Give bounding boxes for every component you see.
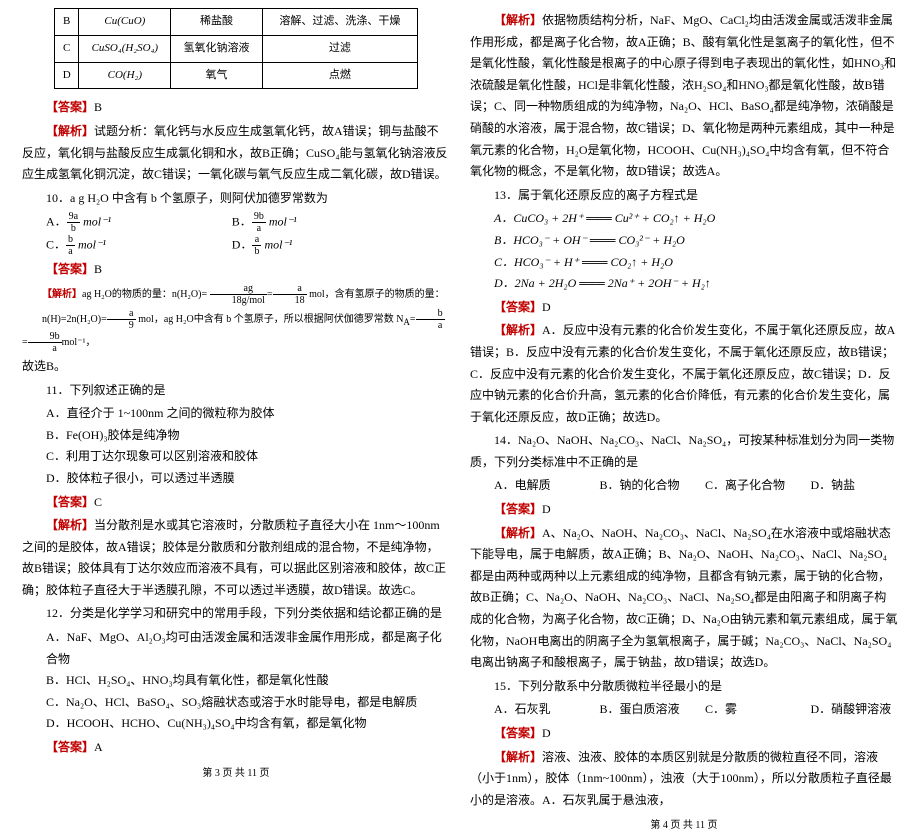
cell: 过滤 (262, 35, 417, 62)
opt-c: C．利用丁达尔现象可以区别溶液和胶体 (46, 446, 450, 468)
opt-c: C．ba mol⁻¹ (46, 234, 228, 257)
analysis-text: 【解析】A．反应中没有元素的化合价发生变化，不属于氧化还原反应，故A错误；B．反… (470, 320, 898, 428)
analysis-text: 【解析】试题分析：氧化钙与水反应生成氢氧化钙，故A错误；铜与盐酸不反应，氧化铜与… (22, 121, 450, 186)
opt-d: D．硝酸钾溶液 (811, 699, 899, 721)
opt-c: C．HCO₃⁻ + H⁺ ═══ CO₂↑ + H₂O (494, 252, 898, 274)
q13-options: A．CuCO₃ + 2H⁺ ═══ Cu²⁺ + CO₂↑ + H₂O B．HC… (470, 208, 898, 294)
opt-d: D．HCOOH、HCHO、Cu(NH₃)₄SO₄中均含有氧，都是氧化物 (46, 713, 450, 735)
opt-b: B．9ba mol⁻¹ (232, 211, 414, 234)
opt-c: C．雾 (705, 699, 793, 721)
opt-a: A．电解质 (494, 475, 582, 497)
cell: 点燃 (262, 62, 417, 89)
q15-stem: 15．下列分散系中分散质微粒半径最小的是 (470, 676, 898, 698)
cell: 氧气 (171, 62, 262, 89)
analysis-text: 【解析】A、Na₂O、NaOH、Na₂CO₃、NaCl、Na₂SO₄在水溶液中或… (470, 523, 898, 674)
opt-d: D．胶体粒子很小，可以透过半透膜 (46, 468, 450, 490)
answer-line: 【答案】B (22, 259, 450, 281)
analysis-text2: n(H)=2n(H₂O)=a9 mol，ag H₂O中含有 b 个氢原子，所以根… (22, 308, 450, 354)
analysis-text: 【解析】溶液、浊液、胶体的本质区别就是分散质的微粒直径不同，溶液（小于1nm），… (470, 747, 898, 812)
table-row: B Cu(CuO) 稀盐酸 溶解、过滤、洗涤、干燥 (55, 9, 418, 36)
page-number-right: 第 4 页 共 11 页 (470, 817, 898, 835)
reagent-table: B Cu(CuO) 稀盐酸 溶解、过滤、洗涤、干燥 C CuSO₄(H₂SO₄)… (54, 8, 418, 89)
q15-options: A．石灰乳 B．蛋白质溶液 C．雾 D．硝酸钾溶液 (494, 699, 898, 721)
q10-options: A．9ab mol⁻¹ B．9ba mol⁻¹ C．ba mol⁻¹ D．ab … (46, 211, 450, 257)
opt-b: B．蛋白质溶液 (600, 699, 688, 721)
opt-c: C．Na₂O、HCl、BaSO₄、SO₃熔融状态或溶于水时能导电，都是电解质 (46, 692, 450, 714)
cell: C (55, 35, 79, 62)
cell: 氢氧化钠溶液 (171, 35, 262, 62)
left-column: B Cu(CuO) 稀盐酸 溶解、过滤、洗涤、干燥 C CuSO₄(H₂SO₄)… (12, 8, 460, 643)
answer-line: 【答案】D (470, 723, 898, 745)
table-row: D CO(H₂) 氧气 点燃 (55, 62, 418, 89)
right-column: 【解析】依据物质结构分析，NaF、MgO、CaCl₂均由活泼金属或活泼非金属作用… (460, 8, 908, 643)
cell: D (55, 62, 79, 89)
q12-analysis: 【解析】依据物质结构分析，NaF、MgO、CaCl₂均由活泼金属或活泼非金属作用… (470, 10, 898, 183)
q11-stem: 11．下列叙述正确的是 (22, 380, 450, 402)
opt-c: C．离子化合物 (705, 475, 793, 497)
opt-a: A．直径介于 1~100nm 之间的微粒称为胶体 (46, 403, 450, 425)
answer-line: 【答案】A (22, 737, 450, 759)
opt-d: D．钠盐 (811, 475, 899, 497)
answer-line: 【答案】D (470, 499, 898, 521)
page-number-left: 第 3 页 共 11 页 (22, 765, 450, 783)
opt-a: A．石灰乳 (494, 699, 582, 721)
analysis-text: 【解析】当分散剂是水或其它溶液时，分散质粒子直径大小在 1nm～100nm之间的… (22, 515, 450, 601)
q14-options: A．电解质 B．钠的化合物 C．离子化合物 D．钠盐 (494, 475, 898, 497)
opt-d: D．2Na + 2H₂O ═══ 2Na⁺ + 2OH⁻ + H₂↑ (494, 273, 898, 295)
cell: B (55, 9, 79, 36)
opt-d: D．ab mol⁻¹ (232, 234, 414, 257)
q14-stem: 14．Na₂O、NaOH、Na₂CO₃、NaCl、Na₂SO₄，可按某种标准划分… (470, 430, 898, 473)
cell: Cu(CuO) (79, 9, 171, 36)
table-row: C CuSO₄(H₂SO₄) 氢氧化钠溶液 过滤 (55, 35, 418, 62)
q10-stem: 10．a g H₂O 中含有 b 个氢原子，则阿伏加德罗常数为 (22, 188, 450, 210)
opt-b: B．HCO₃⁻ + OH⁻ ═══ CO₃²⁻ + H₂O (494, 230, 898, 252)
opt-a: A．9ab mol⁻¹ (46, 211, 228, 234)
q12-stem: 12．分类是化学学习和研究中的常用手段，下列分类依据和结论都正确的是 (22, 603, 450, 625)
opt-b: B．钠的化合物 (600, 475, 688, 497)
cell: 溶解、过滤、洗涤、干燥 (262, 9, 417, 36)
q13-stem: 13．属于氧化还原反应的离子方程式是 (470, 185, 898, 207)
opt-b: B．HCl、H₂SO₄、HNO₃均具有氧化性，都是氧化性酸 (46, 670, 450, 692)
analysis-end: 故选B。 (22, 356, 450, 378)
opt-b: B．Fe(OH)₃胶体是纯净物 (46, 425, 450, 447)
cell: CuSO₄(H₂SO₄) (79, 35, 171, 62)
q12-options: A．NaF、MgO、Al₂O₃均可由活泼金属和活泼非金属作用形成，都是离子化合物… (22, 627, 450, 735)
answer-line: 【答案】B (22, 97, 450, 119)
cell: 稀盐酸 (171, 9, 262, 36)
analysis-text: 【解析】ag H₂O的物质的量：n(H₂O)= ag18g/mol=a18 mo… (22, 283, 450, 306)
opt-a: A．NaF、MgO、Al₂O₃均可由活泼金属和活泼非金属作用形成，都是离子化合物 (46, 627, 450, 670)
cell: CO(H₂) (79, 62, 171, 89)
answer-line: 【答案】D (470, 297, 898, 319)
answer-line: 【答案】C (22, 492, 450, 514)
opt-a: A．CuCO₃ + 2H⁺ ═══ Cu²⁺ + CO₂↑ + H₂O (494, 208, 898, 230)
q11-options: A．直径介于 1~100nm 之间的微粒称为胶体 B．Fe(OH)₃胶体是纯净物… (22, 403, 450, 489)
